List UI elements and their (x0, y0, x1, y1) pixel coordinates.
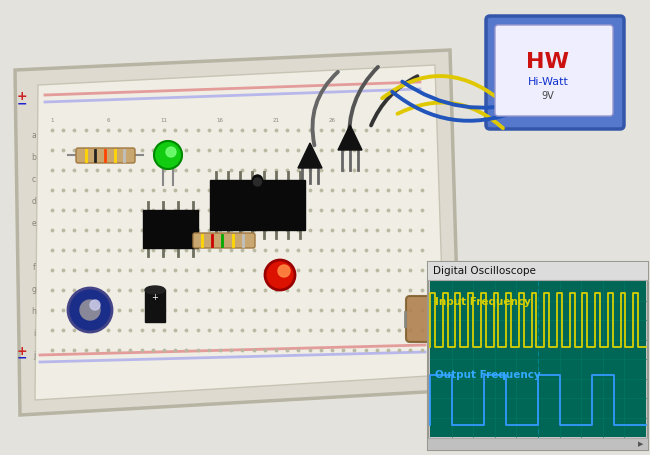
Text: a: a (32, 131, 36, 140)
Bar (428, 438, 648, 450)
Circle shape (166, 147, 176, 157)
Text: 11: 11 (161, 118, 168, 123)
Text: Hi-Watt: Hi-Watt (528, 77, 569, 87)
Text: +: + (151, 293, 159, 302)
Text: Output Frequency: Output Frequency (435, 370, 541, 380)
Bar (428, 262, 648, 450)
Circle shape (254, 178, 261, 186)
Text: b: b (32, 152, 36, 162)
Text: HW: HW (526, 52, 569, 72)
Text: d: d (32, 197, 36, 206)
Text: 16: 16 (216, 118, 224, 123)
Circle shape (68, 288, 112, 332)
Circle shape (278, 265, 290, 277)
Circle shape (265, 260, 295, 290)
Text: 26: 26 (328, 118, 335, 123)
Text: +: + (17, 90, 27, 103)
Text: h: h (32, 307, 36, 315)
Bar (210, 180, 305, 230)
Text: j: j (33, 350, 35, 359)
FancyBboxPatch shape (495, 25, 613, 116)
Text: 21: 21 (272, 118, 280, 123)
Text: 9V: 9V (541, 91, 554, 101)
Polygon shape (298, 143, 322, 168)
Bar (143, 210, 198, 248)
Circle shape (252, 175, 263, 185)
Circle shape (154, 141, 182, 169)
Text: +: + (17, 345, 27, 358)
Ellipse shape (145, 286, 165, 294)
Text: i: i (33, 329, 35, 338)
FancyBboxPatch shape (76, 148, 135, 163)
Circle shape (90, 300, 100, 310)
Circle shape (80, 300, 100, 320)
Text: −: − (17, 352, 27, 365)
Text: 6: 6 (106, 118, 110, 123)
Polygon shape (15, 50, 460, 415)
Text: Input Frequency: Input Frequency (435, 297, 531, 307)
Text: e: e (32, 218, 36, 228)
Bar (145, 290, 165, 322)
FancyBboxPatch shape (486, 16, 624, 129)
Bar (430, 281, 646, 437)
Text: 1: 1 (50, 118, 54, 123)
FancyBboxPatch shape (406, 296, 464, 342)
Text: −: − (17, 97, 27, 110)
Polygon shape (35, 65, 445, 400)
Text: c: c (32, 175, 36, 183)
Text: ▶: ▶ (638, 441, 644, 447)
FancyBboxPatch shape (193, 233, 255, 248)
Text: g: g (32, 284, 36, 293)
Text: Digital Oscilloscope: Digital Oscilloscope (433, 266, 536, 276)
Bar (428, 262, 648, 280)
Text: f: f (32, 263, 35, 272)
Polygon shape (338, 125, 362, 150)
